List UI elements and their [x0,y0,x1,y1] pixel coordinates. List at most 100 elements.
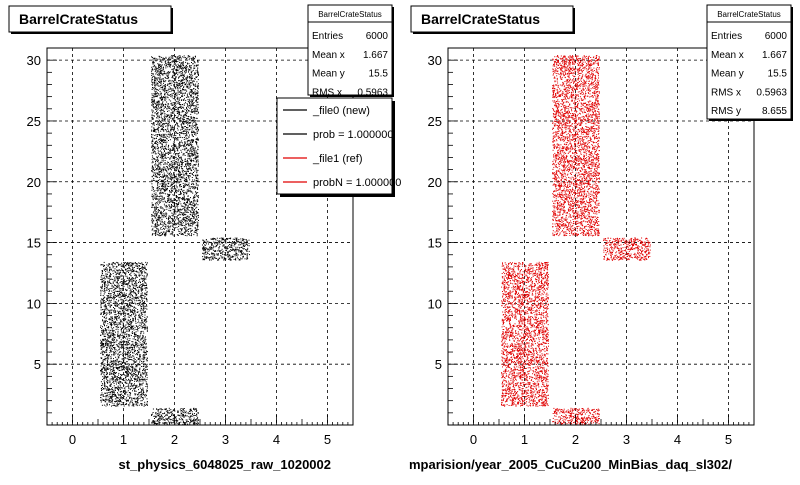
data-point [143,392,144,393]
data-point [127,338,128,339]
data-point [126,284,127,285]
data-point [182,107,183,108]
data-point [121,367,122,368]
data-point [157,85,158,86]
data-point [121,296,122,297]
data-point [189,207,190,208]
data-point [166,224,167,225]
data-point [141,267,142,268]
data-point [172,178,173,179]
data-point [185,136,186,137]
data-point [124,301,125,302]
data-point [100,290,101,291]
data-point [195,152,196,153]
data-point [129,398,130,399]
data-point [108,327,109,328]
data-point [152,119,153,120]
data-point [126,276,127,277]
data-point [154,207,155,208]
data-point [145,394,146,395]
data-point [174,200,175,201]
data-point [122,293,123,294]
data-point [108,326,109,327]
data-point [119,337,120,338]
data-point [141,339,142,340]
data-point [139,266,140,267]
data-point [174,166,175,167]
data-point [123,351,124,352]
data-point [101,314,102,315]
data-point [190,204,191,205]
data-point [184,121,185,122]
data-point [104,277,105,278]
data-point [119,361,120,362]
data-point [193,187,194,188]
data-point [115,310,116,311]
data-point [139,285,140,286]
data-point [102,332,103,333]
data-point [160,104,161,105]
data-point [161,139,162,140]
data-point [195,109,196,110]
data-point [191,112,192,113]
data-point [114,340,115,341]
data-point [172,93,173,94]
data-point [101,309,102,310]
data-point [152,70,153,71]
data-point [133,319,134,320]
data-point [114,309,115,310]
data-point [131,366,132,367]
data-point [136,371,137,372]
data-point [191,80,192,81]
data-point [196,129,197,130]
data-point [131,279,132,280]
data-point [112,279,113,280]
data-point [107,380,108,381]
data-point [120,399,121,400]
data-point [125,319,126,320]
data-point [175,87,176,88]
data-point [152,104,153,105]
data-point [194,153,195,154]
data-point [112,288,113,289]
data-point [171,185,172,186]
data-point [132,312,133,313]
data-point [106,366,107,367]
data-point [180,88,181,89]
data-point [117,311,118,312]
data-point [123,312,124,313]
data-point [185,57,186,58]
data-point [112,264,113,265]
data-point [172,56,173,57]
data-point [130,321,131,322]
data-point [119,377,120,378]
data-point [116,379,117,380]
data-point [145,366,146,367]
data-point [161,162,162,163]
data-point [142,370,143,371]
data-point [115,347,116,348]
data-point [104,300,105,301]
data-point [153,59,154,60]
data-point [170,133,171,134]
data-point [152,181,153,182]
data-point [116,273,117,274]
data-point [110,386,111,387]
data-point [168,157,169,158]
data-point [196,155,197,156]
data-point [173,78,174,79]
data-point [183,121,184,122]
data-point [167,177,168,178]
data-point [114,296,115,297]
data-point [113,330,114,331]
data-point [156,220,157,221]
data-point [128,404,129,405]
data-point [196,144,197,145]
data-point [104,384,105,385]
data-point [141,273,142,274]
data-point [198,129,199,130]
data-point [195,220,196,221]
data-point [173,55,174,56]
data-point [178,116,179,117]
data-point [185,129,186,130]
